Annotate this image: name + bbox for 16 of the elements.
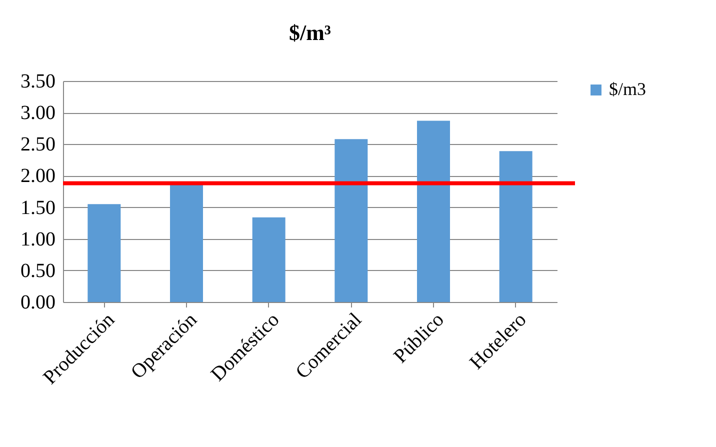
y-tick-label: 3.50	[20, 70, 56, 92]
y-tick-label: 1.50	[20, 196, 56, 219]
bar	[252, 217, 286, 302]
bar	[417, 120, 450, 302]
y-tick-label: 0.00	[20, 292, 56, 314]
legend-label: $/m3	[609, 79, 646, 99]
y-tick-label: 3.00	[20, 102, 56, 124]
bar	[334, 139, 368, 302]
y-tick-label: 2.50	[20, 134, 56, 156]
bar	[499, 151, 532, 302]
bar	[88, 204, 121, 302]
bar	[170, 183, 203, 302]
y-tick-label: 1.00	[20, 228, 56, 250]
y-tick-label: 0.50	[20, 260, 56, 282]
chart-title: $/m³	[288, 20, 332, 45]
y-tick-label: 2.00	[20, 165, 56, 188]
